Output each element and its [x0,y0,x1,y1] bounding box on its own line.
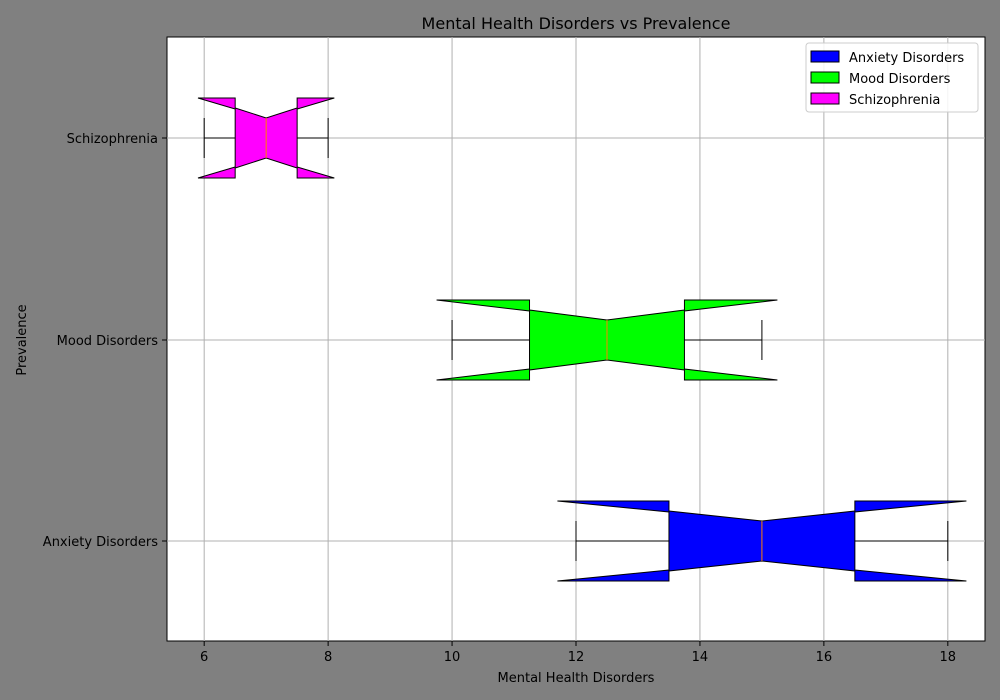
x-tick-label: 12 [568,650,585,665]
x-tick-label: 18 [940,650,957,665]
y-tick-label: Schizophrenia [67,132,158,147]
x-ticks: 6 8 10 12 14 16 18 [200,641,956,665]
x-tick-label: 14 [692,650,709,665]
x-tick-label: 16 [816,650,833,665]
chart-title: Mental Health Disorders vs Prevalence [422,14,731,33]
x-axis-label: Mental Health Disorders [498,671,655,686]
box-anxiety-disorders [557,500,967,582]
y-tick-label: Mood Disorders [57,334,159,349]
legend-swatch [810,71,840,84]
x-tick-label: 8 [324,650,332,665]
boxes [197,97,967,582]
legend-swatch [810,50,840,63]
legend-label: Mood Disorders [849,72,951,87]
legend-frame [805,42,979,113]
x-tick-label: 10 [444,650,461,665]
y-ticks: Anxiety Disorders Mood Disorders Schizophr… [43,132,167,550]
box-mood-disorders [436,299,778,381]
y-tick-label: Anxiety Disorders [43,535,158,550]
legend-label: Schizophrenia [849,93,940,108]
legend: Anxiety Disorders Mood Disorders Schizophr… [805,42,979,113]
box-schizophrenia [197,97,335,179]
x-tick-label: 6 [200,650,208,665]
legend-swatch [810,92,840,105]
legend-label: Anxiety Disorders [849,51,964,66]
y-axis-label: Prevalence [15,304,30,375]
